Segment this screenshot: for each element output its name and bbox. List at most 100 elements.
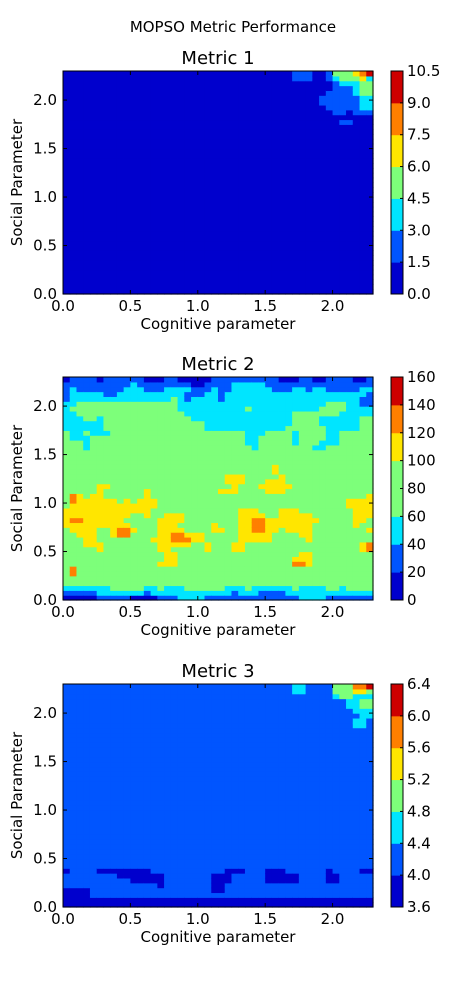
heatmap-cell: [332, 230, 340, 237]
heatmap-cell: [96, 284, 105, 290]
heatmap-cell: [103, 536, 111, 543]
heatmap-cell: [305, 114, 313, 121]
heatmap-cell: [143, 260, 152, 266]
heatmap-cell: [150, 590, 158, 596]
heatmap-cell: [191, 255, 199, 261]
heatmap-cell: [278, 250, 286, 256]
heatmap-cell: [123, 527, 131, 533]
heatmap-cell: [292, 192, 300, 198]
heatmap-cell: [150, 80, 158, 87]
heatmap-cell: [305, 473, 313, 480]
heatmap-cell: [184, 503, 192, 509]
heatmap-cell: [130, 410, 138, 417]
heatmap-cell: [332, 114, 340, 121]
heatmap-cell: [244, 498, 253, 504]
heatmap-cell: [292, 556, 300, 562]
heatmap-cell: [63, 221, 71, 227]
heatmap-cell: [305, 206, 313, 213]
heatmap-cell: [96, 230, 105, 237]
heatmap-cell: [238, 279, 246, 285]
heatmap-cell: [130, 873, 138, 879]
heatmap-cell: [218, 114, 226, 121]
heatmap-cell: [352, 95, 361, 101]
heatmap-cell: [89, 839, 98, 845]
heatmap-cell: [238, 401, 246, 407]
heatmap-cell: [278, 590, 286, 596]
heatmap-cell: [292, 483, 300, 490]
heatmap-cell: [292, 425, 300, 431]
heatmap-cell: [143, 498, 152, 504]
heatmap-cell: [352, 566, 361, 572]
heatmap-cell: [305, 532, 313, 538]
heatmap-cell: [137, 440, 145, 446]
heatmap-cell: [346, 556, 354, 562]
heatmap-cell: [339, 536, 347, 543]
heatmap-cell: [332, 391, 340, 397]
heatmap-cell: [76, 776, 84, 782]
heatmap-cell: [170, 289, 179, 295]
heatmap-cell: [177, 391, 185, 397]
heatmap-cell: [298, 230, 307, 237]
heatmap-cell: [130, 766, 138, 772]
heatmap-cell: [298, 425, 307, 431]
heatmap-cell: [359, 216, 367, 222]
heatmap-cell: [83, 551, 91, 557]
heatmap-cell: [332, 255, 340, 261]
heatmap-cell: [143, 551, 152, 557]
heatmap-cell: [137, 575, 145, 582]
heatmap-cell: [305, 493, 313, 499]
heatmap-cell: [116, 221, 125, 227]
heatmap-cell: [164, 158, 172, 164]
heatmap-cell: [177, 507, 185, 514]
heatmap-cell: [319, 585, 327, 591]
heatmap-cell: [359, 153, 367, 159]
heatmap-cell: [298, 566, 307, 572]
heatmap-cell: [285, 148, 293, 155]
heatmap-cell: [150, 722, 158, 729]
heatmap-cell: [271, 158, 280, 164]
heatmap-cell: [238, 289, 246, 295]
heatmap-cell: [137, 381, 145, 388]
heatmap-cell: [137, 498, 145, 504]
heatmap-cell: [89, 722, 98, 729]
heatmap-cell: [96, 536, 105, 543]
heatmap-cell: [164, 406, 172, 412]
heatmap-cell: [238, 512, 246, 519]
heatmap-cell: [298, 449, 307, 456]
heatmap-cell: [319, 289, 327, 295]
heatmap-cell: [271, 536, 280, 543]
heatmap-cell: [332, 459, 340, 465]
heatmap-cell: [116, 829, 125, 835]
heatmap-cell: [244, 551, 253, 557]
heatmap-cell: [137, 698, 145, 704]
heatmap-cell: [123, 129, 131, 135]
heatmap-cell: [352, 507, 361, 514]
heatmap-cell: [69, 216, 78, 222]
heatmap-cell: [96, 834, 105, 840]
heatmap-cell: [271, 235, 280, 242]
heatmap-cell: [63, 167, 71, 174]
heatmap-cell: [346, 240, 354, 247]
heatmap-cell: [197, 546, 206, 553]
heatmap-cell: [76, 722, 84, 729]
heatmap-cell: [298, 143, 307, 150]
heatmap-cell: [197, 226, 206, 232]
heatmap-cell: [211, 153, 219, 159]
heatmap-cell: [332, 498, 340, 504]
heatmap-cell: [292, 377, 300, 383]
heatmap-cell: [265, 274, 273, 281]
heatmap-cell: [83, 897, 91, 903]
heatmap-cell: [170, 119, 179, 125]
heatmap-cell: [211, 109, 219, 116]
heatmap-cell: [319, 230, 327, 237]
x-tick-label: 0.0: [51, 603, 75, 621]
heatmap-cell: [143, 381, 152, 388]
heatmap-cell: [265, 177, 273, 184]
heatmap-cell: [244, 420, 253, 427]
heatmap-cell: [83, 211, 91, 218]
heatmap-cell: [69, 177, 78, 184]
heatmap-cell: [258, 512, 266, 519]
heatmap-cell: [292, 575, 300, 582]
heatmap-cell: [103, 206, 111, 213]
heatmap-cell: [116, 473, 125, 480]
